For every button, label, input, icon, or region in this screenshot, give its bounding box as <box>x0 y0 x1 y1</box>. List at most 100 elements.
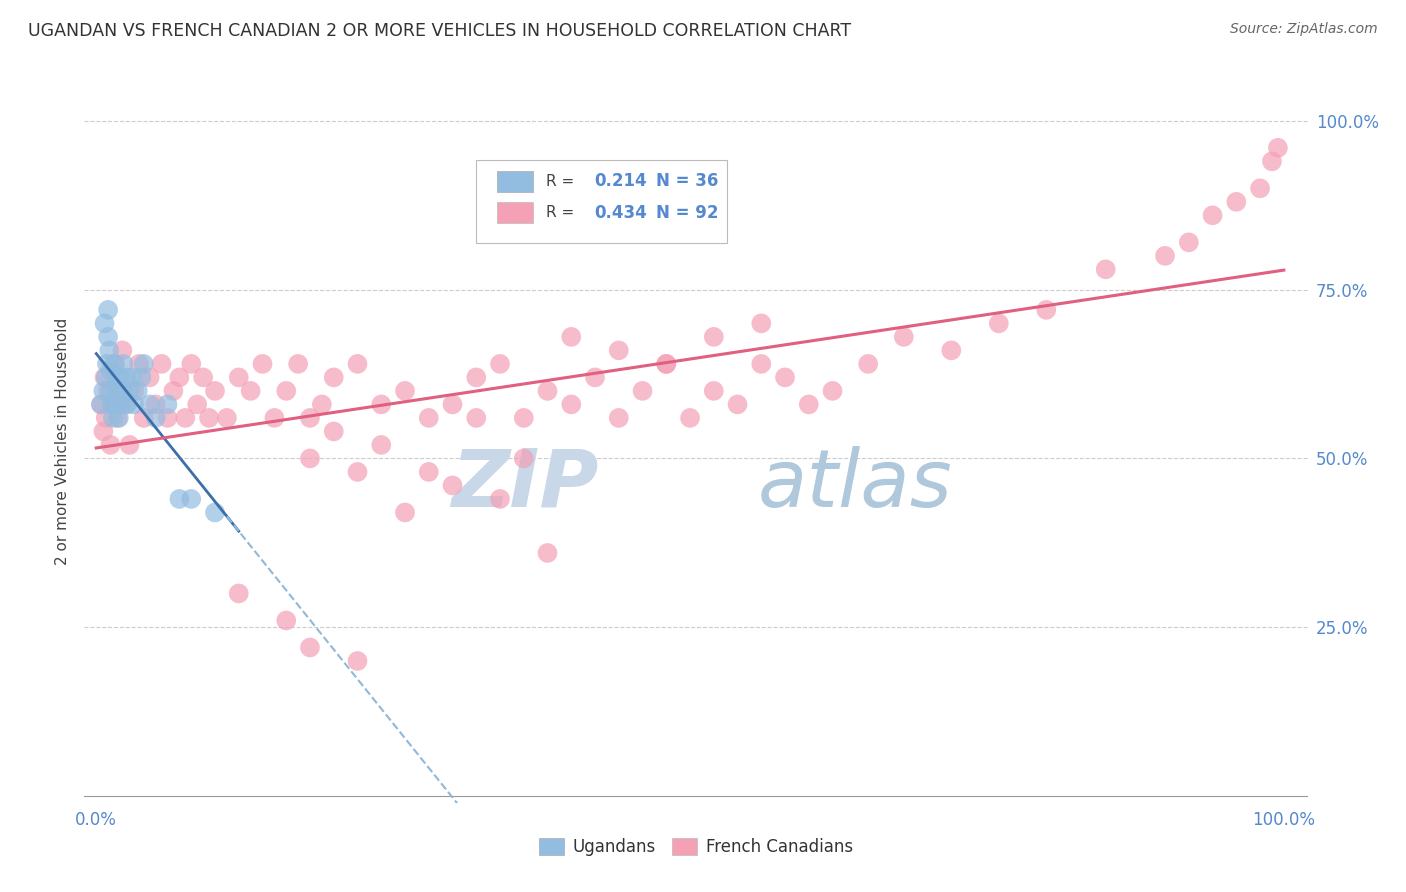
Point <box>111 384 134 398</box>
Point <box>191 370 214 384</box>
Y-axis label: 2 or more Vehicles in Household: 2 or more Vehicles in Household <box>55 318 70 566</box>
Point <box>346 357 368 371</box>
Point <box>156 411 179 425</box>
Point <box>111 343 134 358</box>
Point <box>465 370 488 384</box>
Point <box>893 330 915 344</box>
Point <box>145 397 167 411</box>
Point <box>560 330 582 344</box>
Point <box>536 384 558 398</box>
Point <box>108 370 131 384</box>
Point <box>727 397 749 411</box>
Point <box>100 364 122 378</box>
Point <box>98 343 121 358</box>
Text: UGANDAN VS FRENCH CANADIAN 2 OR MORE VEHICLES IN HOUSEHOLD CORRELATION CHART: UGANDAN VS FRENCH CANADIAN 2 OR MORE VEH… <box>28 22 851 40</box>
Point <box>322 425 344 439</box>
Point <box>204 505 226 519</box>
Point <box>465 411 488 425</box>
Point <box>987 317 1010 331</box>
FancyBboxPatch shape <box>496 170 533 193</box>
Point <box>121 370 143 384</box>
Point <box>1261 154 1284 169</box>
Point <box>174 411 197 425</box>
Point <box>105 370 128 384</box>
Point <box>107 411 129 425</box>
Point <box>1035 302 1057 317</box>
Point <box>110 397 132 411</box>
Point <box>215 411 238 425</box>
Point <box>118 438 141 452</box>
Point <box>97 302 120 317</box>
Point <box>150 357 173 371</box>
FancyBboxPatch shape <box>475 160 727 243</box>
Point <box>228 370 250 384</box>
Point <box>655 357 678 371</box>
Point <box>703 384 725 398</box>
Point <box>311 397 333 411</box>
Point <box>97 384 120 398</box>
Point <box>100 397 122 411</box>
Point <box>346 465 368 479</box>
Point <box>180 357 202 371</box>
Point <box>162 384 184 398</box>
Text: ZIP: ZIP <box>451 446 598 524</box>
Point <box>128 357 150 371</box>
Point <box>394 505 416 519</box>
Point <box>322 370 344 384</box>
Point <box>101 397 124 411</box>
Point <box>276 384 298 398</box>
Point <box>186 397 208 411</box>
Point <box>394 384 416 398</box>
Point <box>263 411 285 425</box>
Point <box>346 654 368 668</box>
Point <box>1267 141 1289 155</box>
Point <box>115 397 138 411</box>
Point <box>773 370 796 384</box>
Text: Source: ZipAtlas.com: Source: ZipAtlas.com <box>1230 22 1378 37</box>
Point <box>93 370 115 384</box>
Point <box>418 465 440 479</box>
Point <box>298 640 321 655</box>
Text: atlas: atlas <box>758 446 952 524</box>
Text: R =: R = <box>546 205 579 220</box>
Point <box>583 370 606 384</box>
Point <box>108 397 131 411</box>
Point <box>132 411 155 425</box>
Point <box>631 384 654 398</box>
Point <box>100 438 122 452</box>
Point <box>138 397 160 411</box>
Point <box>104 397 127 411</box>
Point <box>228 586 250 600</box>
Point <box>1178 235 1201 250</box>
Point <box>513 411 536 425</box>
Point <box>115 397 138 411</box>
Point <box>941 343 963 358</box>
Legend: Ugandans, French Canadians: Ugandans, French Canadians <box>533 831 859 863</box>
Point <box>180 491 202 506</box>
Point <box>560 397 582 411</box>
Point <box>513 451 536 466</box>
Point <box>96 357 118 371</box>
Point <box>115 370 138 384</box>
Point <box>441 478 464 492</box>
Point <box>132 357 155 371</box>
Point <box>169 370 191 384</box>
Point <box>145 411 167 425</box>
Point <box>108 384 131 398</box>
Text: N = 92: N = 92 <box>655 203 718 221</box>
Point <box>298 411 321 425</box>
Point <box>204 384 226 398</box>
Text: R =: R = <box>546 174 579 189</box>
Point <box>749 317 772 331</box>
Point <box>821 384 844 398</box>
Point <box>239 384 262 398</box>
Point <box>107 411 129 425</box>
Point <box>1154 249 1177 263</box>
Point <box>703 330 725 344</box>
Point <box>90 397 112 411</box>
Point <box>169 491 191 506</box>
Point <box>101 411 124 425</box>
Text: 0.434: 0.434 <box>595 203 647 221</box>
Point <box>418 411 440 425</box>
Point <box>370 397 392 411</box>
